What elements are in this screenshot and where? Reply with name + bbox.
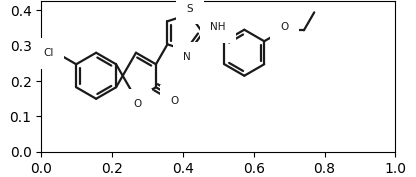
Text: NH: NH xyxy=(210,22,225,33)
Text: O: O xyxy=(133,99,141,109)
Text: S: S xyxy=(187,4,193,13)
Text: N: N xyxy=(183,52,191,62)
Text: Cl: Cl xyxy=(44,48,54,58)
Text: O: O xyxy=(170,96,178,106)
Text: O: O xyxy=(280,22,288,32)
